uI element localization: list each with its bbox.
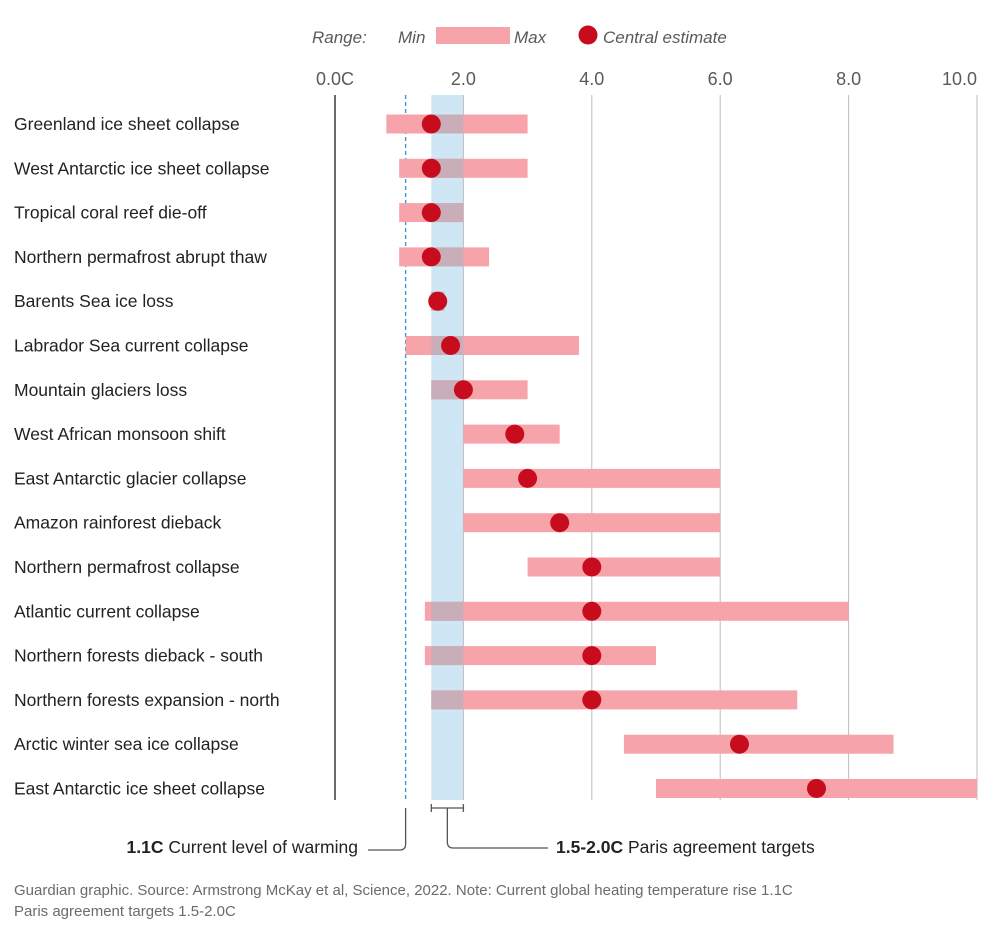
row-label: Arctic winter sea ice collapse: [14, 734, 239, 754]
legend-range-swatch: [436, 27, 510, 44]
current-warming-text: Current level of warming: [163, 837, 358, 857]
row-label: Barents Sea ice loss: [14, 291, 174, 311]
range-bar-overlap: [431, 646, 464, 666]
central-estimate-dot: [421, 114, 441, 134]
central-estimate-dot: [807, 779, 826, 798]
current-warming-label: 1.1C Current level of warming: [127, 837, 359, 857]
current-warming-connector: [368, 808, 407, 851]
central-estimate-dot: [518, 468, 538, 488]
range-bar: [463, 513, 721, 533]
legend-range-label: Range:: [312, 28, 367, 47]
row-label: Atlantic current collapse: [14, 601, 200, 621]
central-estimate-dot: [453, 380, 473, 400]
central-estimate-dot: [550, 513, 570, 533]
range-bar: [623, 734, 894, 754]
row-label: Amazon rainforest dieback: [14, 513, 221, 533]
row-label: Northern forests dieback - south: [14, 646, 263, 666]
footnote-line-2: Paris agreement targets 1.5-2.0C: [14, 903, 236, 920]
row-label: Labrador Sea current collapse: [14, 336, 248, 356]
row-label: Greenland ice sheet collapse: [14, 114, 240, 134]
x-tick-label: 0.0C: [316, 69, 354, 89]
row-label: West Antarctic ice sheet collapse: [14, 158, 270, 178]
x-tick-label: 2.0: [451, 69, 476, 89]
row-label: Mountain glaciers loss: [14, 380, 187, 400]
paris-target-label: 1.5-2.0C Paris agreement targets: [556, 837, 815, 857]
row-label: Northern forests expansion - north: [14, 690, 280, 710]
central-estimate-dot: [582, 690, 602, 710]
row-label: Tropical coral reef die-off: [14, 203, 207, 223]
footnote: Guardian graphic. Source: Armstrong McKa…: [14, 880, 994, 922]
legend-min-label: Min: [398, 28, 425, 47]
central-estimate-dot: [421, 247, 441, 267]
legend-max-label: Max: [514, 28, 547, 47]
row-label: East Antarctic glacier collapse: [14, 468, 246, 488]
legend-central-dot: [578, 25, 598, 45]
paris-target-bracket: [430, 804, 548, 849]
row-label: Northern permafrost abrupt thaw: [14, 247, 267, 267]
central-estimate-dot: [441, 336, 461, 355]
central-estimate-dot: [421, 203, 441, 223]
range-bar: [527, 557, 721, 577]
x-tick-label: 10.0: [942, 69, 977, 89]
range-bar: [431, 690, 798, 710]
range-bar: [463, 468, 721, 488]
paris-target-value: 1.5-2.0C: [556, 837, 623, 857]
range-bar-overlap: [431, 690, 464, 710]
paris-target-text: Paris agreement targets: [623, 837, 815, 857]
x-tick-label: 6.0: [708, 69, 733, 89]
footnote-line-1: Guardian graphic. Source: Armstrong McKa…: [14, 882, 793, 899]
range-bar-overlap: [431, 601, 464, 621]
row-label: East Antarctic ice sheet collapse: [14, 779, 265, 799]
x-tick-label: 8.0: [836, 69, 861, 89]
central-estimate-dot: [428, 291, 448, 311]
range-bar: [424, 601, 849, 621]
legend-central-label: Central estimate: [603, 28, 727, 47]
current-warming-value: 1.1C: [127, 837, 164, 857]
central-estimate-dot: [505, 424, 525, 444]
central-estimate-dot: [729, 734, 749, 754]
row-label: Northern permafrost collapse: [14, 557, 240, 577]
row-label: West African monsoon shift: [14, 424, 226, 444]
central-estimate-dot: [582, 646, 602, 666]
central-estimate-dot: [582, 557, 602, 577]
x-tick-label: 4.0: [579, 69, 604, 89]
central-estimate-dot: [582, 601, 602, 621]
central-estimate-dot: [421, 158, 441, 178]
